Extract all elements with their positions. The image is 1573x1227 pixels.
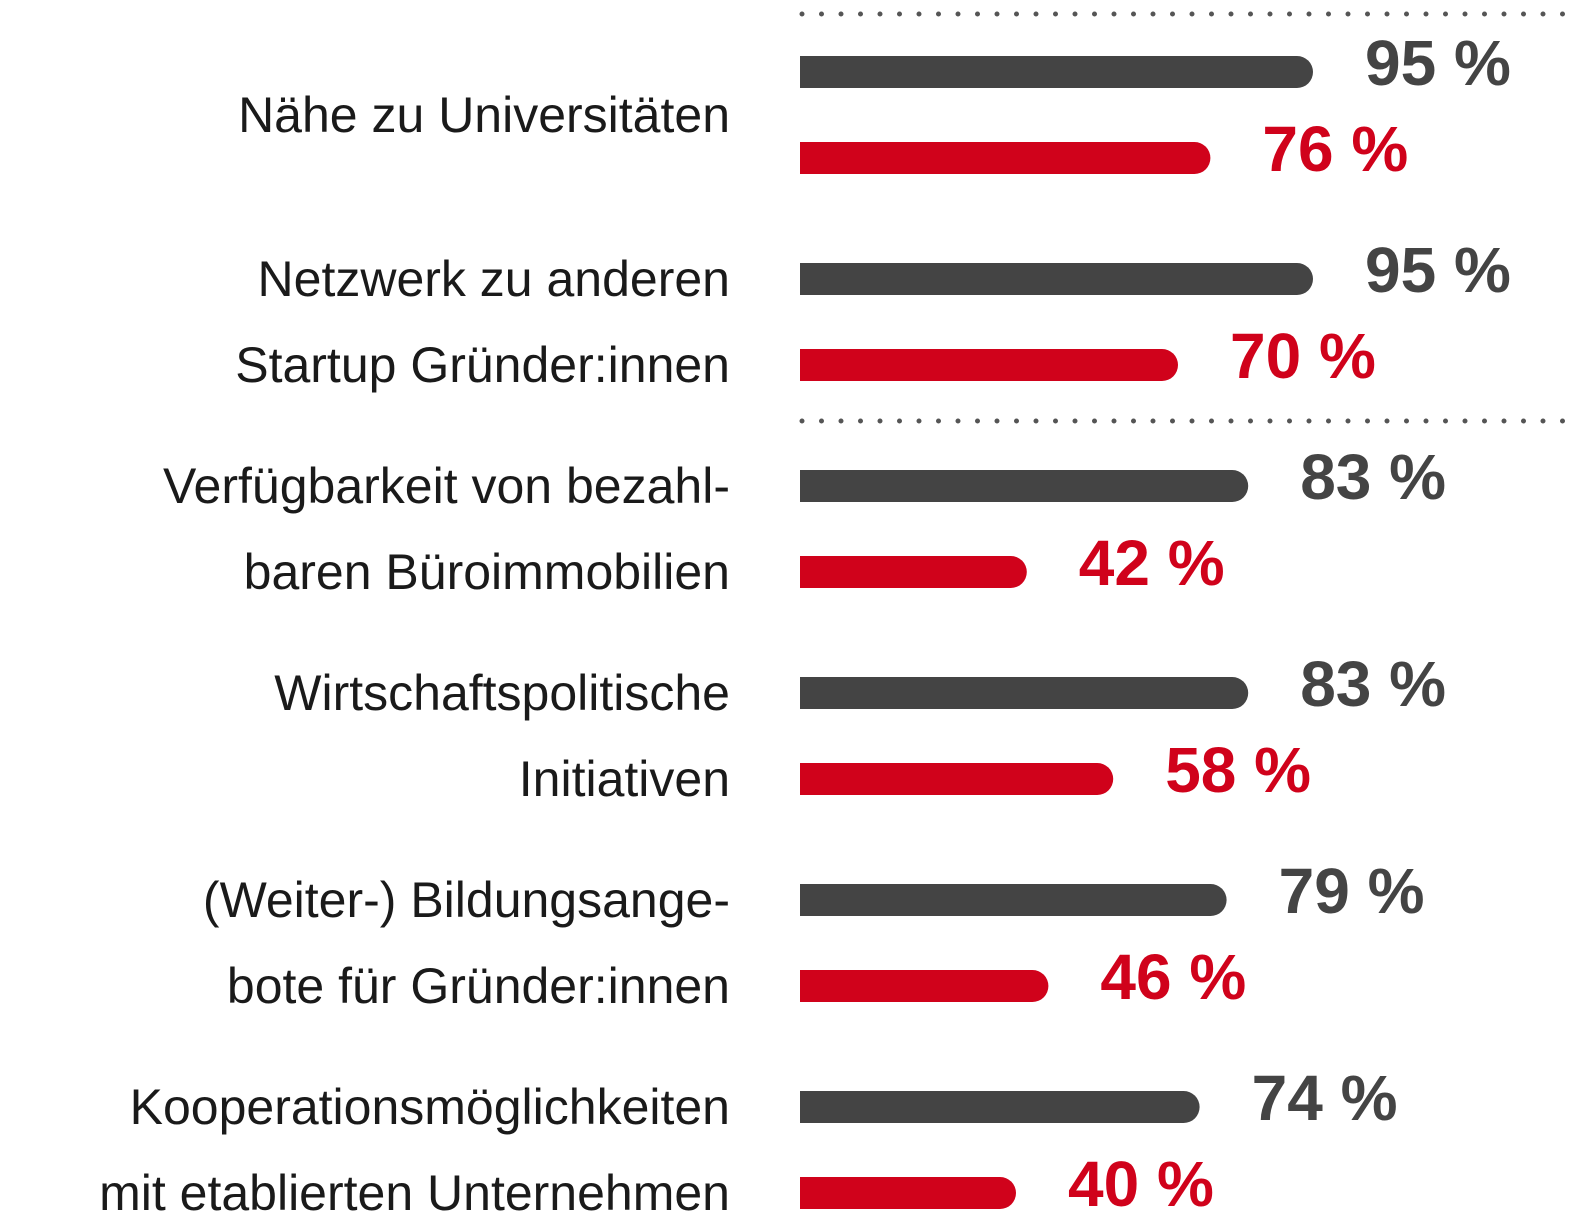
category-label: mit etablierten Unternehmen xyxy=(99,1165,730,1221)
category-label: baren Büroimmobilien xyxy=(244,544,730,600)
value-label: 95 % xyxy=(1365,27,1511,99)
value-label: 42 % xyxy=(1079,527,1225,599)
bar xyxy=(800,470,1249,502)
bar xyxy=(800,142,1211,174)
bar xyxy=(800,677,1249,709)
bar xyxy=(800,1091,1200,1123)
value-label: 83 % xyxy=(1300,441,1446,513)
bar xyxy=(800,763,1114,795)
category-label: Verfügbarkeit von bezahl- xyxy=(163,458,730,514)
value-label: 95 % xyxy=(1365,234,1511,306)
value-label: 58 % xyxy=(1165,734,1311,806)
category-label: Nähe zu Universitäten xyxy=(238,87,730,143)
bar xyxy=(800,1177,1016,1209)
category-label: Startup Gründer:innen xyxy=(235,337,730,393)
value-label: 76 % xyxy=(1262,113,1408,185)
bar xyxy=(800,556,1027,588)
value-label: 74 % xyxy=(1252,1062,1398,1134)
value-label: 46 % xyxy=(1100,941,1246,1013)
category-label: bote für Gründer:innen xyxy=(227,958,730,1014)
bar xyxy=(800,884,1227,916)
bar xyxy=(800,263,1313,295)
category-label: Netzwerk zu anderen xyxy=(258,251,730,307)
value-label: 70 % xyxy=(1230,320,1376,392)
bar xyxy=(800,970,1049,1002)
category-label: (Weiter-) Bildungsange- xyxy=(203,872,730,928)
category-label: Wirtschaftspolitische xyxy=(274,665,730,721)
value-label: 40 % xyxy=(1068,1148,1214,1220)
bar xyxy=(800,349,1178,381)
value-label: 79 % xyxy=(1279,855,1425,927)
category-label: Initiativen xyxy=(519,751,730,807)
value-label: 83 % xyxy=(1300,648,1446,720)
bar xyxy=(800,56,1313,88)
category-label: Kooperationsmöglichkeiten xyxy=(130,1079,730,1135)
